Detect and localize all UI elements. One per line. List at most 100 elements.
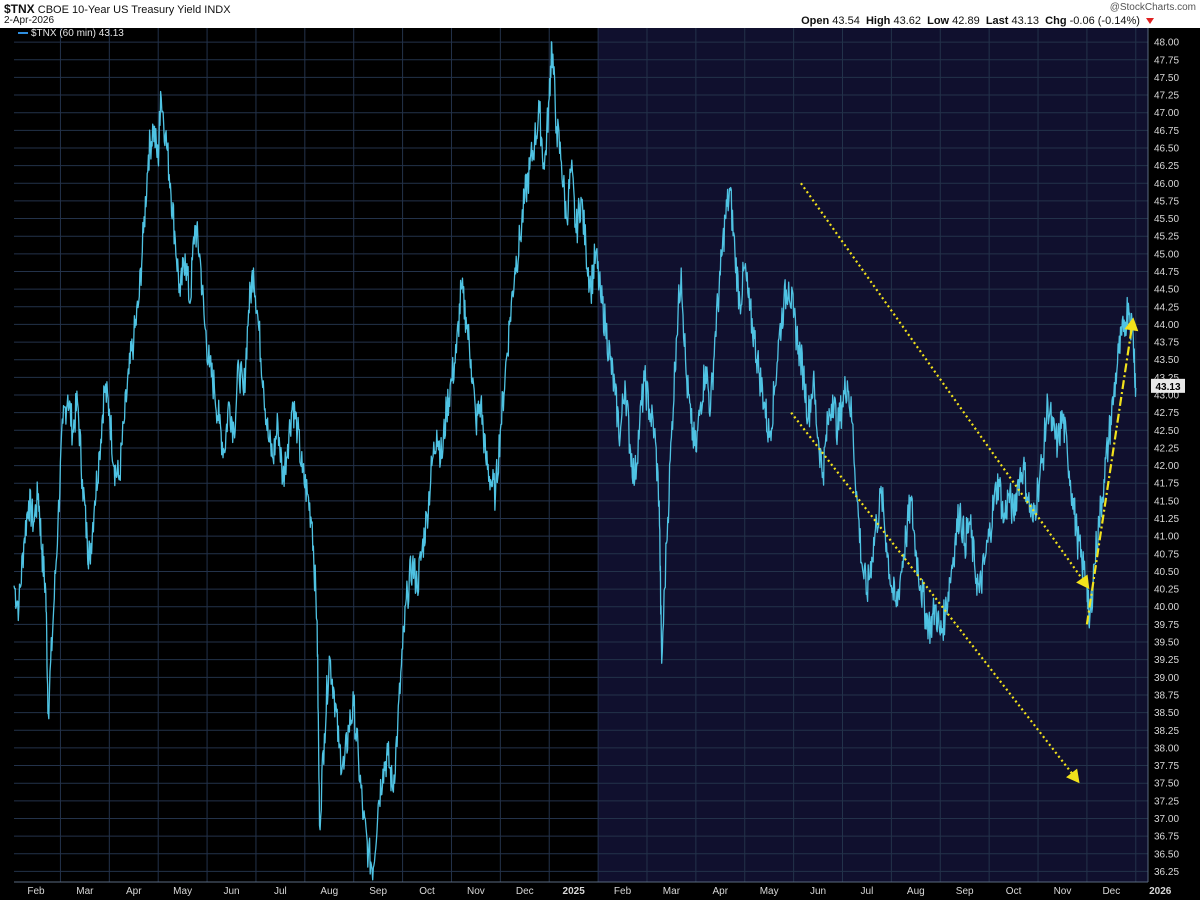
- y-tick-label: 45.25: [1154, 232, 1179, 243]
- y-tick-label: 46.25: [1154, 161, 1179, 172]
- y-tick-label: 42.25: [1154, 443, 1179, 454]
- low-value: 42.89: [952, 15, 980, 27]
- y-tick-label: 45.00: [1154, 249, 1179, 260]
- x-tick-label: Apr: [126, 886, 142, 897]
- x-tick-label: Nov: [1054, 886, 1072, 897]
- y-tick-label: 44.00: [1154, 320, 1179, 331]
- chg-label: Chg: [1045, 15, 1067, 27]
- y-tick-label: 45.75: [1154, 196, 1179, 207]
- y-tick-label: 42.75: [1154, 408, 1179, 419]
- x-axis-panel: [0, 882, 1200, 900]
- last-value: 43.13: [1011, 15, 1040, 27]
- chart-date: 2-Apr-2026: [4, 15, 55, 26]
- price-line: [13, 41, 1137, 881]
- arrowhead-icon: [1066, 768, 1080, 784]
- y-tick-label: 36.75: [1154, 832, 1179, 843]
- x-tick-label: May: [760, 886, 779, 897]
- chart-canvas[interactable]: 36.25 36.50 36.75 37.00 37.25 37.50 37.75 38.00…: [0, 28, 1200, 900]
- y-tick-label: 45.50: [1154, 214, 1179, 225]
- ohlc-readout: Open 43.54 High 43.62 Low 42.89 Last 43.…: [801, 15, 1154, 27]
- y-tick-label: 39.00: [1154, 673, 1179, 684]
- y-tick-label: 38.00: [1154, 743, 1179, 754]
- y-tick-label: 43.25: [1154, 373, 1179, 384]
- y-tick-label: 46.00: [1154, 179, 1179, 190]
- y-tick-label: 37.75: [1154, 761, 1179, 772]
- low-label: Low: [927, 15, 950, 27]
- x-tick-label: Jun: [223, 886, 239, 897]
- x-tick-label: Feb: [614, 886, 632, 897]
- x-tick-label: Sep: [369, 886, 387, 897]
- chg-value: -0.06 (-0.14%): [1069, 15, 1140, 27]
- last-value-tag: [1151, 378, 1185, 393]
- trendline-3: [1085, 327, 1133, 625]
- x-tick-label: Oct: [419, 886, 435, 897]
- y-tick-label: 40.75: [1154, 549, 1179, 560]
- y-tick-label: 43.75: [1154, 338, 1179, 349]
- x-tick-label: Jun: [810, 886, 826, 897]
- x-tick-label: Jul: [274, 886, 287, 897]
- y-tick-label: 38.75: [1154, 690, 1179, 701]
- y-tick-label: 41.75: [1154, 479, 1179, 490]
- y-tick-label: 47.50: [1154, 73, 1179, 84]
- y-tick-label: 47.25: [1154, 91, 1179, 102]
- y-tick-label: 40.00: [1154, 602, 1179, 613]
- x-tick-label: Dec: [516, 886, 534, 897]
- x-tick-label: Oct: [1006, 886, 1022, 897]
- down-arrow-icon: [1146, 18, 1154, 25]
- arrowhead-icon: [1124, 317, 1139, 332]
- y-axis-panel: [1148, 28, 1200, 900]
- x-tick-label: Apr: [713, 886, 729, 897]
- y-tick-label: 44.75: [1154, 267, 1179, 278]
- last-label: Last: [985, 15, 1009, 27]
- x-tick-label: Mar: [76, 886, 94, 897]
- y-tick-label: 37.25: [1154, 796, 1179, 807]
- y-tick-label: 37.50: [1154, 779, 1179, 790]
- y-tick-label: 47.75: [1154, 55, 1179, 66]
- y-tick-label: 36.50: [1154, 849, 1179, 860]
- open-label: Open: [801, 15, 830, 27]
- y-tick-label: 38.50: [1154, 708, 1179, 719]
- x-tick-label: 2025: [563, 886, 586, 897]
- y-tick-label: 41.00: [1154, 532, 1179, 543]
- symbol: $TNX: [4, 2, 35, 16]
- exchange: INDX: [204, 4, 231, 16]
- y-tick-label: 48.00: [1154, 38, 1179, 49]
- x-tick-label: Aug: [907, 886, 925, 897]
- y-tick-label: 43.50: [1154, 355, 1179, 366]
- y-tick-label: 39.25: [1154, 655, 1179, 666]
- x-tick-label: Feb: [27, 886, 45, 897]
- high-label: High: [865, 15, 891, 27]
- y-tick-label: 41.25: [1154, 514, 1179, 525]
- y-tick-label: 40.25: [1154, 585, 1179, 596]
- brand-watermark[interactable]: @StockCharts.com: [1109, 2, 1196, 13]
- y-tick-label: 42.00: [1154, 461, 1179, 472]
- high-value: 43.62: [893, 15, 921, 27]
- left-margin: [0, 28, 14, 900]
- y-tick-label: 46.50: [1154, 143, 1179, 154]
- y-tick-label: 40.50: [1154, 567, 1179, 578]
- title-line: $TNX CBOE 10-Year US Treasury Yield INDX: [4, 2, 231, 16]
- y-tick-label: 44.50: [1154, 285, 1179, 296]
- trendline-1: [800, 182, 1085, 582]
- y-tick-label: 39.75: [1154, 620, 1179, 631]
- chart-header: $TNX CBOE 10-Year US Treasury Yield INDX…: [0, 0, 1200, 28]
- x-tick-label: Aug: [320, 886, 338, 897]
- last-value-label: 43.13: [1155, 382, 1180, 393]
- x-tick-label: May: [173, 886, 192, 897]
- x-tick-label: Nov: [467, 886, 485, 897]
- open-value: 43.54: [832, 15, 860, 27]
- y-tick-label: 44.25: [1154, 302, 1179, 313]
- legend-swatch-icon: [18, 32, 28, 35]
- y-tick-label: 42.50: [1154, 426, 1179, 437]
- trendline-2: [790, 411, 1075, 776]
- security-name: CBOE 10-Year US Treasury Yield: [37, 4, 202, 16]
- y-tick-label: 46.75: [1154, 126, 1179, 137]
- x-tick-label: Mar: [663, 886, 681, 897]
- x-tick-label: Sep: [956, 886, 974, 897]
- arrowhead-icon: [1076, 574, 1090, 590]
- y-tick-label: 41.50: [1154, 496, 1179, 507]
- y-tick-label: 36.25: [1154, 867, 1179, 878]
- y-tick-label: 39.50: [1154, 638, 1179, 649]
- y-tick-label: 38.25: [1154, 726, 1179, 737]
- x-tick-label: Jul: [861, 886, 874, 897]
